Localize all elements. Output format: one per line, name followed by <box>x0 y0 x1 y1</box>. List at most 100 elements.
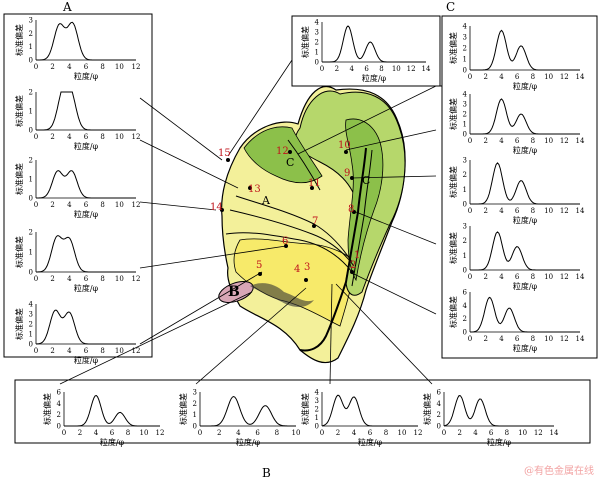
chart-x-tick-label: 6 <box>84 347 89 355</box>
chart-x-tick-label: 2 <box>50 63 54 71</box>
chart-y-tick-label: 3 <box>29 311 33 319</box>
chart-series-line <box>470 99 580 134</box>
chart-series-line <box>470 297 580 332</box>
chart-x-tick-label: 10 <box>518 429 527 437</box>
chart-x-label: 粒度/φ <box>74 141 99 151</box>
chart-series-line <box>470 163 580 204</box>
chart-x-tick-label: 0 <box>62 429 66 437</box>
chart-x-tick-label: 0 <box>34 347 38 355</box>
chart-x-label: 粒度/φ <box>513 81 538 91</box>
chart-x-tick-label: 10 <box>140 429 149 437</box>
chart-y-tick-label: 0 <box>315 59 319 67</box>
region-label-c-left: C <box>286 156 294 169</box>
chart-y-tick-label: 3 <box>315 397 319 405</box>
chart-x-tick-label: 8 <box>126 429 130 437</box>
chart-series-line <box>470 30 580 70</box>
station-label-11: 11 <box>308 178 321 189</box>
chart-x-tick-label: 14 <box>550 429 559 437</box>
chart-x-tick-label: 4 <box>473 429 478 437</box>
chart-y-tick-label: 4 <box>463 302 468 310</box>
chart-y-tick-label: 2 <box>29 321 33 329</box>
chart-x-tick-label: 0 <box>320 429 324 437</box>
chart-y-tick-label: 2 <box>29 229 33 237</box>
chart-y-tick-label: 2 <box>463 171 467 179</box>
chart-x-tick-label: 6 <box>515 207 520 215</box>
chart-y-tick-label: 2 <box>437 411 441 419</box>
chart-y-tick-label: 6 <box>57 389 62 397</box>
chart-x-tick-label: 0 <box>198 429 202 437</box>
chart-y-tick-label: 3 <box>315 29 319 37</box>
chart-x-tick-label: 10 <box>115 201 124 209</box>
chart-x-tick-label: 8 <box>384 429 388 437</box>
chart-x-tick-label: 4 <box>499 273 504 281</box>
chart-series-line <box>200 397 296 427</box>
chart-y-tick-label: 0 <box>29 341 33 349</box>
chart-series-line <box>36 171 136 198</box>
chart-x-tick-label: 12 <box>132 201 141 209</box>
chart-x-tick-label: 0 <box>468 273 472 281</box>
chart-y-tick-label: 1 <box>463 186 467 194</box>
chart-y-tick-label: 3 <box>29 17 33 25</box>
chart-x-tick-label: 12 <box>132 275 141 283</box>
chart-x-tick-label: 8 <box>505 429 509 437</box>
chart-x-label: 粒度/φ <box>74 283 99 293</box>
chart-y-tick-label: 0 <box>57 423 61 431</box>
chart-y-tick-label: 3 <box>463 101 467 109</box>
chart-x-tick-label: 0 <box>468 137 472 145</box>
chart-y-tick-label: 3 <box>193 389 197 397</box>
chart-x-tick-label: 4 <box>499 207 504 215</box>
chart-x-tick-label: 2 <box>78 429 82 437</box>
chart-x-tick-label: 10 <box>115 63 124 71</box>
chart-x-label: 粒度/φ <box>513 215 538 225</box>
chart-x-tick-label: 6 <box>84 133 89 141</box>
chart-y-label: 标准偏差 <box>448 296 458 328</box>
chart-x-tick-label: 12 <box>156 429 165 437</box>
chart-x-label: 粒度/φ <box>513 281 538 291</box>
chart-x-tick-label: 0 <box>442 429 446 437</box>
chart-x-tick-label: 14 <box>576 273 585 281</box>
region-label-c-right: C <box>362 174 370 187</box>
chart-y-tick-label: 1 <box>315 414 319 422</box>
chart-x-tick-label: 6 <box>255 429 260 437</box>
chart-series-line <box>36 92 136 130</box>
chart-x-tick-label: 4 <box>352 429 357 437</box>
chart-x-tick-label: 8 <box>531 137 535 145</box>
station-label-4: 4 <box>294 264 300 275</box>
chart-y-tick-label: 4 <box>463 91 468 99</box>
chart-x-label: 粒度/φ <box>513 145 538 155</box>
chart-x-tick-label: 2 <box>336 429 340 437</box>
chart-y-tick-label: 1 <box>193 411 197 419</box>
chart-y-tick-label: 0 <box>29 269 33 277</box>
chart-y-tick-label: 2 <box>193 400 197 408</box>
chart-x-tick-label: 2 <box>335 65 339 73</box>
chart-y-tick-label: 4 <box>57 400 62 408</box>
chart-y-tick-label: 0 <box>463 201 467 209</box>
chart-y-tick-label: 2 <box>29 30 33 38</box>
station-label-3: 3 <box>304 262 310 273</box>
chart-y-label: 标准偏差 <box>14 163 24 195</box>
region-label-b: B <box>228 284 240 300</box>
chart-y-label: 标准偏差 <box>448 232 458 264</box>
chart-x-tick-label: 8 <box>100 63 104 71</box>
chart-y-tick-label: 2 <box>29 157 33 165</box>
chart-x-tick-label: 4 <box>67 201 72 209</box>
chart-x-tick-label: 6 <box>515 137 520 145</box>
chart-x-label: 粒度/φ <box>74 355 99 365</box>
region-label-a: A <box>261 194 271 207</box>
chart-x-tick-label: 8 <box>531 73 535 81</box>
chart-x-tick-label: 14 <box>576 73 585 81</box>
chart-x-tick-label: 12 <box>560 73 569 81</box>
chart-y-tick-label: 1 <box>463 121 467 129</box>
chart-y-tick-label: 0 <box>463 131 467 139</box>
chart-x-label: 粒度/φ <box>236 437 261 447</box>
chart-y-label: 标准偏差 <box>42 393 52 425</box>
chart-x-tick-label: 4 <box>236 429 241 437</box>
chart-y-label: 标准偏差 <box>14 24 24 56</box>
chart-y-label: 标准偏差 <box>448 98 458 130</box>
